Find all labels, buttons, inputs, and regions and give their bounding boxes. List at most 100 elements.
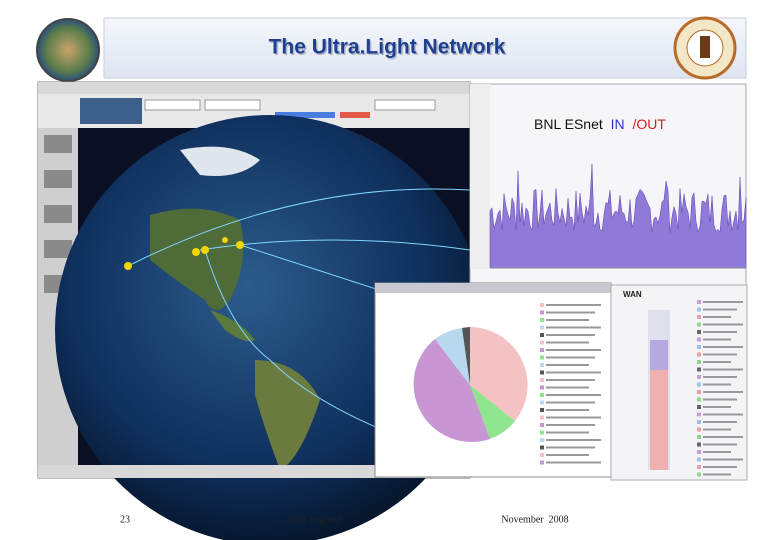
legend-text-line: [546, 386, 589, 389]
legend-swatch: [697, 330, 701, 334]
legend-swatch: [540, 370, 544, 375]
legend-swatch: [540, 408, 544, 412]
legend-swatch: [697, 412, 701, 417]
legend-text-line: [546, 416, 601, 419]
legend-text-line: [703, 406, 731, 408]
legend-text-line: [703, 398, 737, 401]
legend-swatch: [697, 382, 701, 387]
wan-bar-segment: [650, 370, 668, 470]
legend-swatch: [697, 300, 701, 304]
graph-label-part: BNL ESnet: [534, 116, 603, 132]
legend-text-line: [703, 316, 731, 318]
legend-swatch: [540, 423, 544, 427]
legend-text-line: [703, 383, 731, 386]
legend-swatch: [697, 375, 701, 379]
legend-text-line: [546, 371, 601, 374]
legend-swatch: [540, 355, 544, 360]
legend-text-line: [546, 349, 601, 351]
legend-text-line: [703, 428, 731, 431]
left-logo: [36, 18, 100, 82]
legend-swatch: [697, 337, 701, 342]
legend-swatch: [697, 367, 701, 372]
legend-swatch: [697, 352, 701, 357]
legend-text-line: [703, 436, 743, 438]
legend-swatch: [540, 415, 544, 420]
graph-axis-band: [470, 84, 490, 269]
legend-text-line: [703, 308, 737, 311]
legend-swatch: [697, 472, 701, 477]
legend-text-line: [546, 461, 601, 464]
title: The Ultra.Light Network: [269, 36, 506, 59]
legend-text-line: [546, 304, 601, 306]
legend-text-line: [703, 473, 731, 476]
legend-text-line: [546, 439, 601, 441]
legend-swatch: [540, 393, 544, 397]
legend-text-line: [546, 409, 589, 411]
legend-swatch: [540, 333, 544, 337]
legend-swatch: [540, 340, 544, 345]
header-band: [103, 17, 747, 79]
title-shadow: The Ultra.Light Network: [270, 37, 507, 60]
legend-swatch: [697, 360, 701, 364]
legend-text-line: [546, 454, 589, 456]
legend-swatch: [540, 430, 544, 435]
graph-label-out: /OUT: [633, 116, 667, 132]
legend-text-line: [703, 466, 737, 468]
legend-swatch: [697, 345, 701, 349]
legend-text-line: [546, 311, 595, 314]
legend-swatch: [697, 322, 701, 327]
legend-swatch: [540, 385, 544, 390]
legend-swatch: [540, 310, 544, 315]
legend-text-line: [703, 421, 737, 423]
legend-swatch: [697, 420, 701, 424]
legend-text-line: [703, 391, 743, 393]
legend-swatch: [697, 315, 701, 319]
author: Iosif Legrand: [288, 514, 342, 525]
legend-swatch: [540, 438, 544, 442]
toolbar-widgets: [80, 98, 436, 124]
legend-swatch: [540, 453, 544, 457]
pie-legend: [540, 303, 601, 465]
legend-text-line: [703, 361, 731, 363]
graph-label-in: IN: [611, 116, 625, 132]
legend-swatch: [540, 460, 544, 465]
legend-text-line: [546, 334, 595, 336]
legend-text-line: [546, 379, 595, 381]
graph-label: BNL ESnet IN /OUT: [534, 116, 666, 132]
legend-swatch: [697, 405, 701, 409]
legend-text-line: [703, 338, 731, 341]
wan-legend: [697, 300, 743, 477]
legend-text-line: [546, 341, 589, 344]
app-statusbar: [38, 465, 470, 478]
legend-text-line: [703, 443, 737, 446]
legend-swatch: [697, 307, 701, 312]
legend-text-line: [703, 451, 731, 453]
legend-swatch: [540, 400, 544, 405]
legend-text-line: [546, 356, 595, 359]
wan-panel: [610, 284, 748, 481]
legend-swatch: [697, 427, 701, 432]
legend-text-line: [546, 394, 601, 396]
traffic-area: [489, 163, 747, 269]
legend-swatch: [697, 390, 701, 394]
app-titlebar: [38, 82, 470, 94]
land-greenland: [180, 146, 260, 176]
legend-text-line: [546, 319, 589, 321]
legend-swatch: [697, 457, 701, 462]
legend-text-line: [703, 458, 743, 461]
pie-window-titlebar: [375, 283, 611, 293]
date: November 2008: [501, 514, 568, 525]
legend-text-line: [546, 326, 601, 329]
legend-text-line: [546, 431, 589, 434]
legend-swatch: [540, 318, 544, 322]
legend-swatch: [697, 397, 701, 402]
legend-swatch: [697, 450, 701, 454]
legend-text-line: [703, 301, 743, 303]
right-logo-torch: [700, 36, 710, 58]
legend-swatch: [697, 442, 701, 447]
legend-text-line: [703, 331, 737, 333]
legend-text-line: [703, 353, 737, 356]
wan-bar-segment: [650, 340, 668, 370]
